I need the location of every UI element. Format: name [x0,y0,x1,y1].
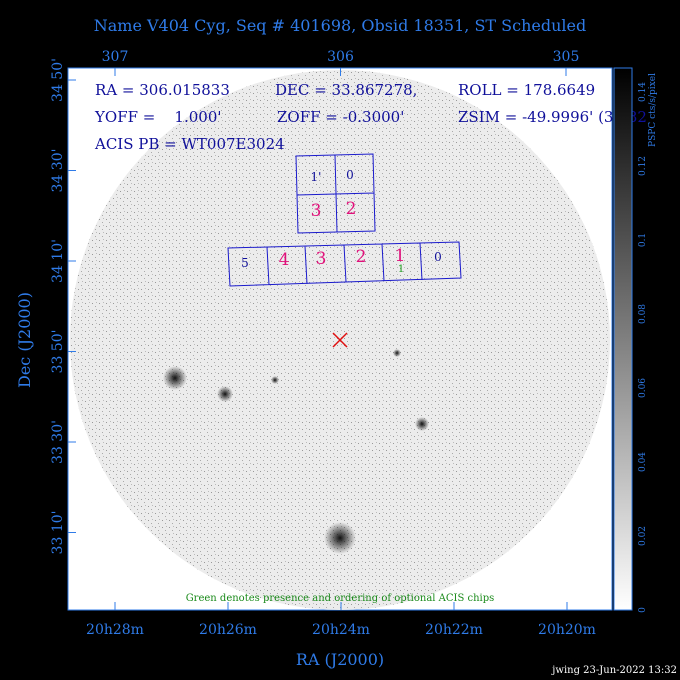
colorbar-tick-label: 0.1 [638,233,648,247]
colorbar-tick-label: 0 [638,607,648,613]
aimpoint [332,332,348,348]
source [217,386,233,402]
source [163,366,187,390]
left-tick-label: 33 10' [50,511,66,555]
chip-label: 2 [346,199,357,219]
left-tick-label: 33 50' [50,330,66,374]
colorbar [613,67,633,611]
y-axis-label: Dec (J2000) [15,292,34,388]
x-axis-label: RA (J2000) [296,650,384,669]
colorbar-tick-label: 0.08 [638,304,648,324]
chip-label: 3 [316,249,327,269]
bottom-tick-label: 20h20m [538,622,596,638]
info-text: RA = 306.015833 DEC = 33.867278, ROLL = … [94,81,647,153]
chip-label: 4 [279,250,290,270]
colorbar-tick-label: 0.12 [638,156,648,176]
chip-label: 1 [395,246,406,266]
info-acis: ACIS PB = WT007E3024 [94,135,285,153]
chips [227,153,462,287]
info-yoff: YOFF = 1.000' [94,108,222,126]
source [393,349,401,357]
source [415,417,429,431]
left-tick-label: 34 10' [50,239,66,283]
colorbar-label: PSPC cts/s/pixel [648,73,658,147]
info-zsim: ZSIM = -49.9996' (3.682 [458,108,647,126]
top-tick-label: 306 [327,49,354,65]
bottom-tick-label: 20h26m [199,622,257,638]
chip-label: 2 [356,247,367,267]
colorbar-tick-label: 0.02 [638,526,648,546]
chip-label: 0 [434,250,442,264]
colorbar-tick-label: 0.14 [638,82,648,102]
info-zoff: ZOFF = -0.3000' [277,108,404,126]
left-tick-label: 33 30' [50,420,66,464]
title: Name V404 Cyg, Seq # 401698, Obsid 18351… [94,16,587,35]
chip-label: 1' [311,170,322,184]
left-tick-label: 34 50' [50,58,66,102]
chip-label: 5 [241,256,249,270]
note: Green denotes presence and ordering of o… [186,593,495,604]
bottom-tick-label: 20h28m [86,622,144,638]
acis-i-outline [295,153,376,234]
optional-chip: 1 [398,264,404,275]
info-roll: ROLL = 178.6649 [458,81,595,99]
info-dec: DEC = 33.867278, [275,81,417,99]
source [324,522,356,554]
colorbar-tick-label: 0.06 [638,378,648,398]
top-tick-label: 307 [102,49,129,65]
chip-label: 0 [346,168,354,182]
info-ra: RA = 306.015833 [95,81,230,99]
colorbar-tick-label: 0.04 [638,452,648,472]
top-tick-label: 305 [553,49,580,65]
bottom-tick-label: 20h24m [312,622,370,638]
bottom-tick-label: 20h22m [425,622,483,638]
footer: jwing 23-Jun-2022 13:32 [551,665,677,676]
acis-s-outline [227,241,462,287]
source [271,376,279,384]
left-tick-label: 34 30' [50,149,66,193]
chip-label: 3 [311,201,322,221]
